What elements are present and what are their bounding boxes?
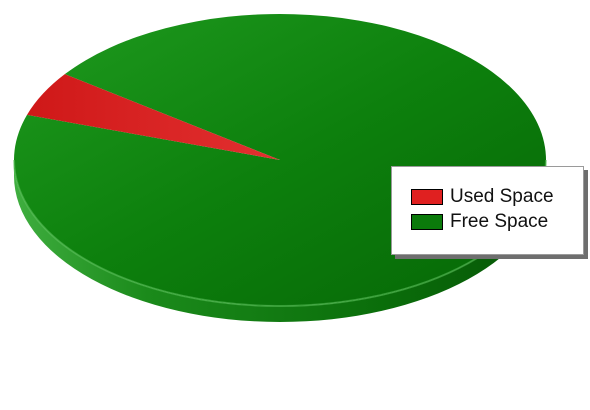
chart-legend: Used Space Free Space (391, 166, 584, 255)
legend-label-used-space: Used Space (450, 185, 554, 207)
legend-swatch-used-space (411, 188, 443, 205)
pie-slice-free-space (13, 13, 546, 306)
pie-slice-used-space (27, 74, 280, 160)
legend-swatch-free-space (411, 213, 443, 230)
legend-label-free-space: Free Space (450, 210, 549, 232)
legend-item-used-space: Used Space (411, 184, 583, 209)
legend-item-free-space: Free Space (411, 209, 583, 234)
pie-top-face (13, 13, 547, 307)
